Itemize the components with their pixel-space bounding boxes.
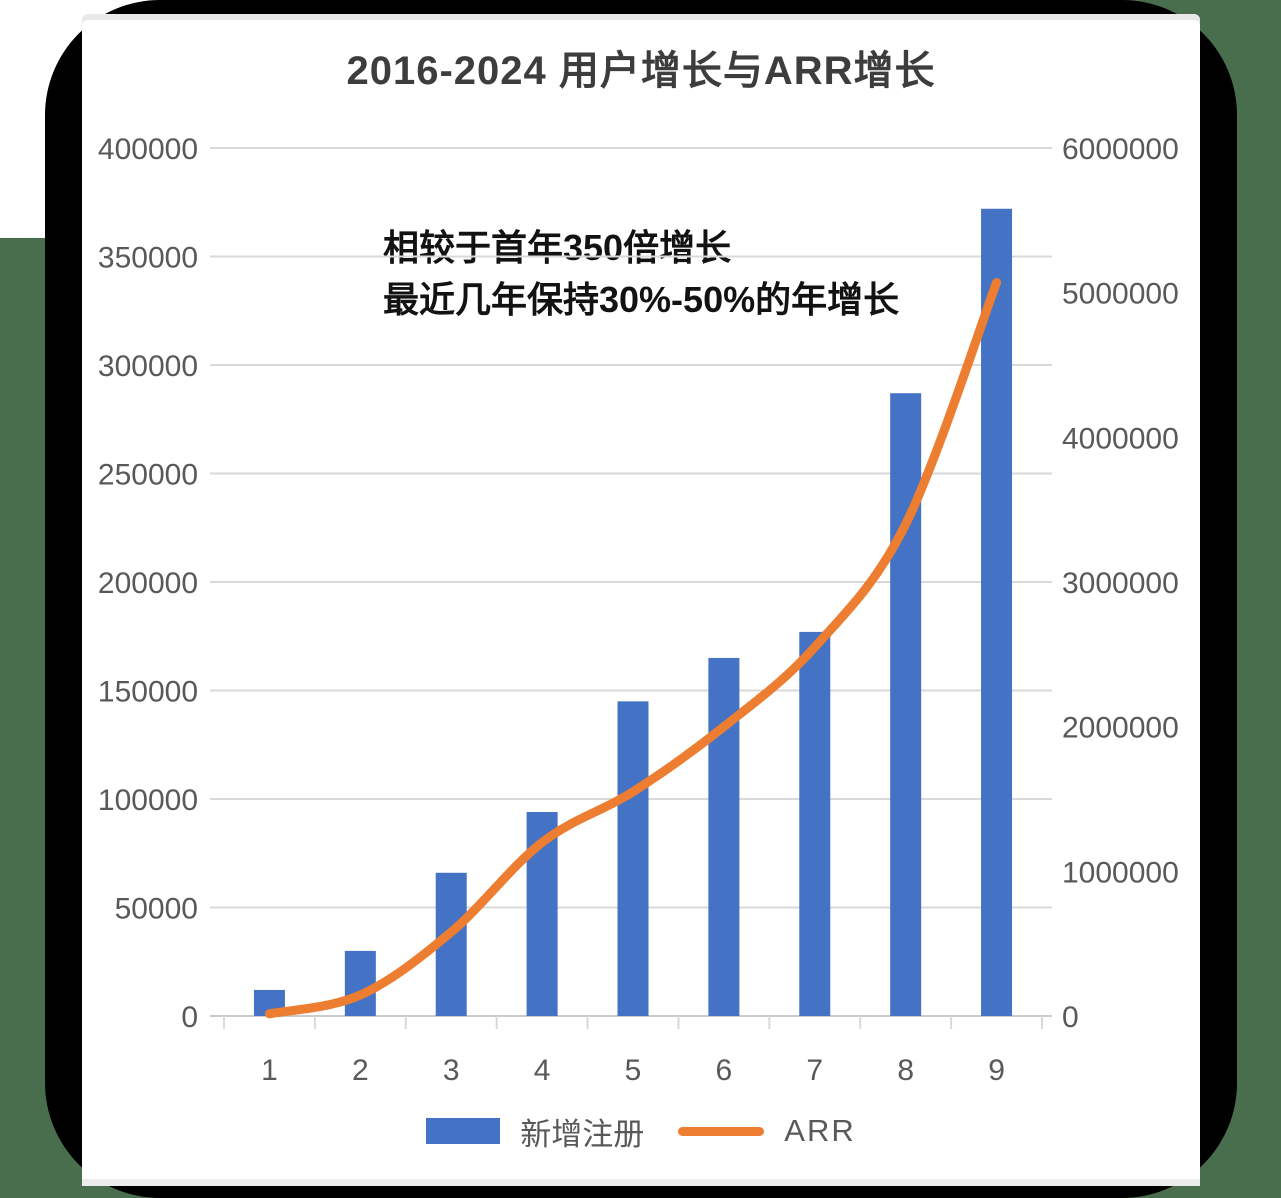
arr-line <box>264 278 1002 1019</box>
bar-9 <box>981 208 1013 1016</box>
bar-8 <box>890 393 922 1017</box>
annotation-line-2: 最近几年保持30%-50%的年增长 <box>383 279 900 320</box>
left-axis-tick-label: 50000 <box>115 893 198 926</box>
annotation: 相较于首年350倍增长 最近几年保持30%-50%的年增长 <box>383 222 899 326</box>
legend: 新增注册 ARR <box>82 1106 1200 1156</box>
left-axis-tick-label: 200000 <box>98 567 198 600</box>
bar-5 <box>617 701 649 1016</box>
x-axis-label-7: 7 <box>806 1054 823 1087</box>
left-axis-tick-label: 0 <box>181 1001 198 1034</box>
x-axis-label-3: 3 <box>443 1054 460 1087</box>
x-axis-label-8: 8 <box>897 1054 914 1087</box>
right-axis-tick-label: 3000000 <box>1062 567 1179 600</box>
right-axis-tick-label: 1000000 <box>1062 856 1179 889</box>
chart-title: 2016-2024 用户增长与ARR增长 <box>346 49 936 93</box>
legend-bar-swatch <box>426 1118 501 1144</box>
right-axis-tick-label: 6000000 <box>1062 133 1179 166</box>
legend-label-line: ARR <box>784 1113 856 1148</box>
left-axis-tick-label: 300000 <box>98 350 198 383</box>
bar-6 <box>708 657 740 1016</box>
x-axis-label-1: 1 <box>261 1054 278 1087</box>
right-axis-tick-label: 5000000 <box>1062 278 1179 311</box>
x-axis-label-9: 9 <box>988 1054 1005 1087</box>
legend-line-swatch <box>678 1126 765 1136</box>
right-axis-tick-label: 2000000 <box>1062 712 1179 745</box>
left-axis-tick-label: 150000 <box>98 676 198 709</box>
left-axis-tick-label: 250000 <box>98 459 198 492</box>
right-axis-tick-label: 0 <box>1062 1001 1079 1034</box>
bar-2 <box>344 950 376 1016</box>
left-axis-tick-label: 350000 <box>98 242 198 275</box>
x-axis-label-2: 2 <box>352 1054 369 1087</box>
left-axis-tick-label: 400000 <box>98 133 198 166</box>
x-axis-label-6: 6 <box>716 1054 733 1087</box>
right-axis-tick-label: 4000000 <box>1062 422 1179 455</box>
left-axis-tick-label: 100000 <box>98 784 198 817</box>
legend-label-bars: 新增注册 <box>520 1116 645 1152</box>
x-axis-label-5: 5 <box>625 1054 642 1087</box>
annotation-line-1: 相较于首年350倍增长 <box>383 227 732 268</box>
x-axis-label-4: 4 <box>534 1054 551 1087</box>
bar-7 <box>799 631 831 1016</box>
